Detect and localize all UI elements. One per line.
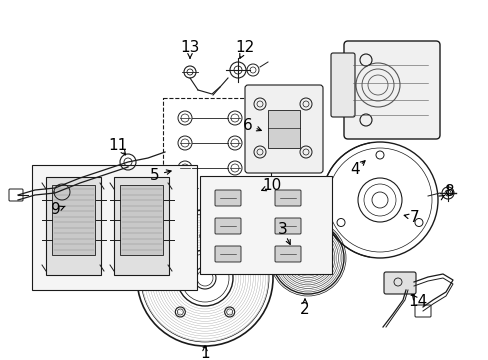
Bar: [114, 177, 169, 275]
Text: 8: 8: [444, 184, 454, 199]
Text: 2: 2: [300, 302, 309, 318]
Bar: [32, 165, 197, 290]
Text: 6: 6: [243, 117, 252, 132]
Text: 11: 11: [108, 138, 127, 153]
Bar: [120, 185, 163, 255]
FancyBboxPatch shape: [383, 272, 415, 294]
Bar: [267, 110, 299, 148]
Text: 1: 1: [200, 346, 209, 360]
FancyBboxPatch shape: [215, 246, 241, 262]
FancyBboxPatch shape: [274, 218, 301, 234]
Text: 14: 14: [407, 294, 427, 310]
FancyBboxPatch shape: [215, 218, 241, 234]
Bar: [52, 185, 95, 255]
FancyBboxPatch shape: [215, 190, 241, 206]
Text: 4: 4: [349, 162, 359, 177]
Text: 3: 3: [278, 222, 287, 238]
Text: 7: 7: [409, 211, 419, 225]
Bar: [200, 176, 331, 274]
Text: 13: 13: [180, 40, 199, 55]
Bar: [46, 177, 101, 275]
FancyBboxPatch shape: [244, 85, 323, 173]
Text: 10: 10: [262, 179, 281, 194]
Text: 12: 12: [235, 40, 254, 55]
FancyBboxPatch shape: [343, 41, 439, 139]
Bar: [163, 98, 270, 188]
Text: 5: 5: [150, 167, 160, 183]
FancyBboxPatch shape: [274, 190, 301, 206]
FancyBboxPatch shape: [330, 53, 354, 117]
FancyBboxPatch shape: [274, 246, 301, 262]
Text: 9: 9: [51, 202, 61, 217]
